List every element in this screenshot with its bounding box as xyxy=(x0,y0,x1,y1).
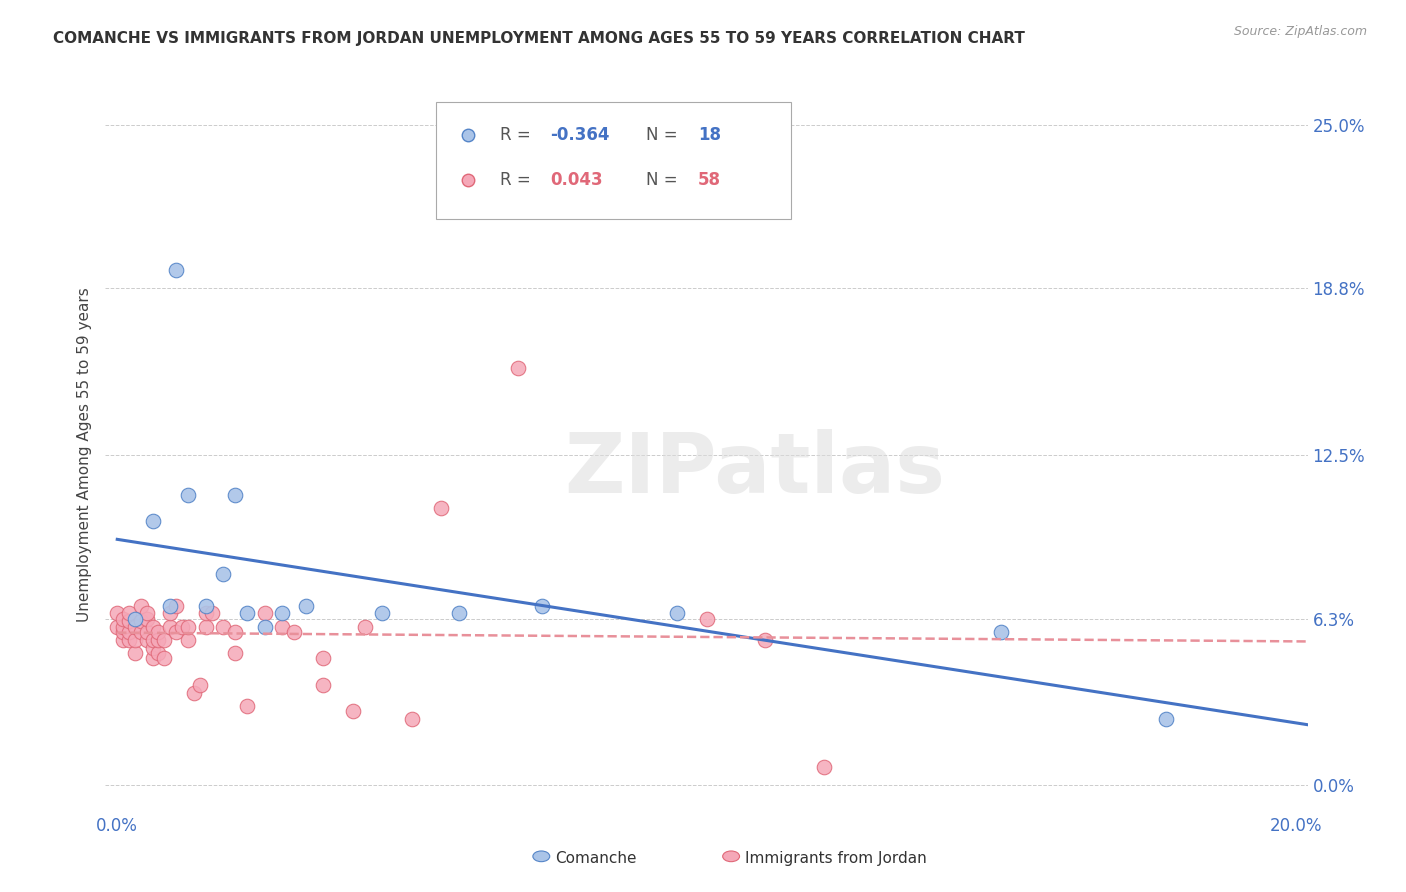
Point xyxy=(148,625,170,640)
Text: COMANCHE VS IMMIGRANTS FROM JORDAN UNEMPLOYMENT AMONG AGES 55 TO 59 YEARS CORREL: COMANCHE VS IMMIGRANTS FROM JORDAN UNEMP… xyxy=(53,31,1025,46)
Point xyxy=(813,760,835,774)
Point xyxy=(312,678,335,692)
Point xyxy=(142,620,165,634)
Text: N =: N = xyxy=(647,171,678,189)
Text: 18: 18 xyxy=(699,127,721,145)
Point xyxy=(353,620,375,634)
Point xyxy=(142,632,165,647)
Point xyxy=(177,620,200,634)
Point xyxy=(142,640,165,655)
Point xyxy=(990,625,1012,640)
Text: 58: 58 xyxy=(699,171,721,189)
Point xyxy=(118,615,141,629)
Point xyxy=(112,632,135,647)
Point xyxy=(253,607,276,621)
Y-axis label: Unemployment Among Ages 55 to 59 years: Unemployment Among Ages 55 to 59 years xyxy=(77,287,93,623)
Point xyxy=(142,651,165,665)
Point xyxy=(165,599,187,613)
Point xyxy=(506,360,529,375)
Point xyxy=(165,263,187,277)
Point xyxy=(271,620,294,634)
Point xyxy=(695,612,717,626)
Point xyxy=(170,620,193,634)
Point xyxy=(342,704,364,718)
Point xyxy=(194,607,217,621)
Point xyxy=(754,632,776,647)
Point xyxy=(236,698,259,713)
Point xyxy=(118,625,141,640)
Point xyxy=(530,599,553,613)
Point xyxy=(129,625,152,640)
Point xyxy=(159,607,181,621)
Point xyxy=(129,615,152,629)
Point xyxy=(142,514,165,528)
Point xyxy=(666,607,689,621)
Point xyxy=(124,612,146,626)
Point xyxy=(124,646,146,660)
Point xyxy=(105,620,128,634)
Point xyxy=(224,487,246,501)
Point xyxy=(236,607,259,621)
Text: -0.364: -0.364 xyxy=(550,127,610,145)
Point xyxy=(200,607,222,621)
Point xyxy=(188,678,211,692)
Point xyxy=(401,712,423,726)
Point xyxy=(118,632,141,647)
Point xyxy=(124,620,146,634)
Text: R =: R = xyxy=(499,171,530,189)
Point xyxy=(148,646,170,660)
Point xyxy=(112,612,135,626)
Point xyxy=(159,599,181,613)
Text: ZIPatlas: ZIPatlas xyxy=(564,429,945,509)
Point xyxy=(135,612,157,626)
Point xyxy=(294,599,316,613)
Point xyxy=(148,632,170,647)
Point xyxy=(271,607,294,621)
Point xyxy=(112,625,135,640)
Text: Immigrants from Jordan: Immigrants from Jordan xyxy=(745,851,927,866)
Text: Comanche: Comanche xyxy=(555,851,637,866)
Point xyxy=(165,625,187,640)
Point xyxy=(224,646,246,660)
Point xyxy=(447,607,470,621)
Point xyxy=(153,651,176,665)
Point xyxy=(194,599,217,613)
Text: R =: R = xyxy=(499,127,530,145)
Text: 0.043: 0.043 xyxy=(550,171,603,189)
Point xyxy=(253,620,276,634)
Point xyxy=(153,632,176,647)
Point xyxy=(371,607,394,621)
Point xyxy=(430,500,453,515)
Point xyxy=(105,607,128,621)
Point xyxy=(312,651,335,665)
Point xyxy=(183,686,205,700)
Point xyxy=(135,607,157,621)
Point xyxy=(283,625,305,640)
Point xyxy=(194,620,217,634)
Point xyxy=(118,607,141,621)
Point xyxy=(159,620,181,634)
Point xyxy=(129,599,152,613)
Text: N =: N = xyxy=(647,127,678,145)
Point xyxy=(1154,712,1177,726)
Point xyxy=(212,566,235,581)
FancyBboxPatch shape xyxy=(436,102,790,219)
Point xyxy=(177,487,200,501)
Point xyxy=(177,632,200,647)
Text: Source: ZipAtlas.com: Source: ZipAtlas.com xyxy=(1233,25,1367,38)
Point xyxy=(112,620,135,634)
Point xyxy=(124,632,146,647)
Point xyxy=(135,632,157,647)
Point xyxy=(224,625,246,640)
Point xyxy=(212,620,235,634)
Point xyxy=(135,625,157,640)
